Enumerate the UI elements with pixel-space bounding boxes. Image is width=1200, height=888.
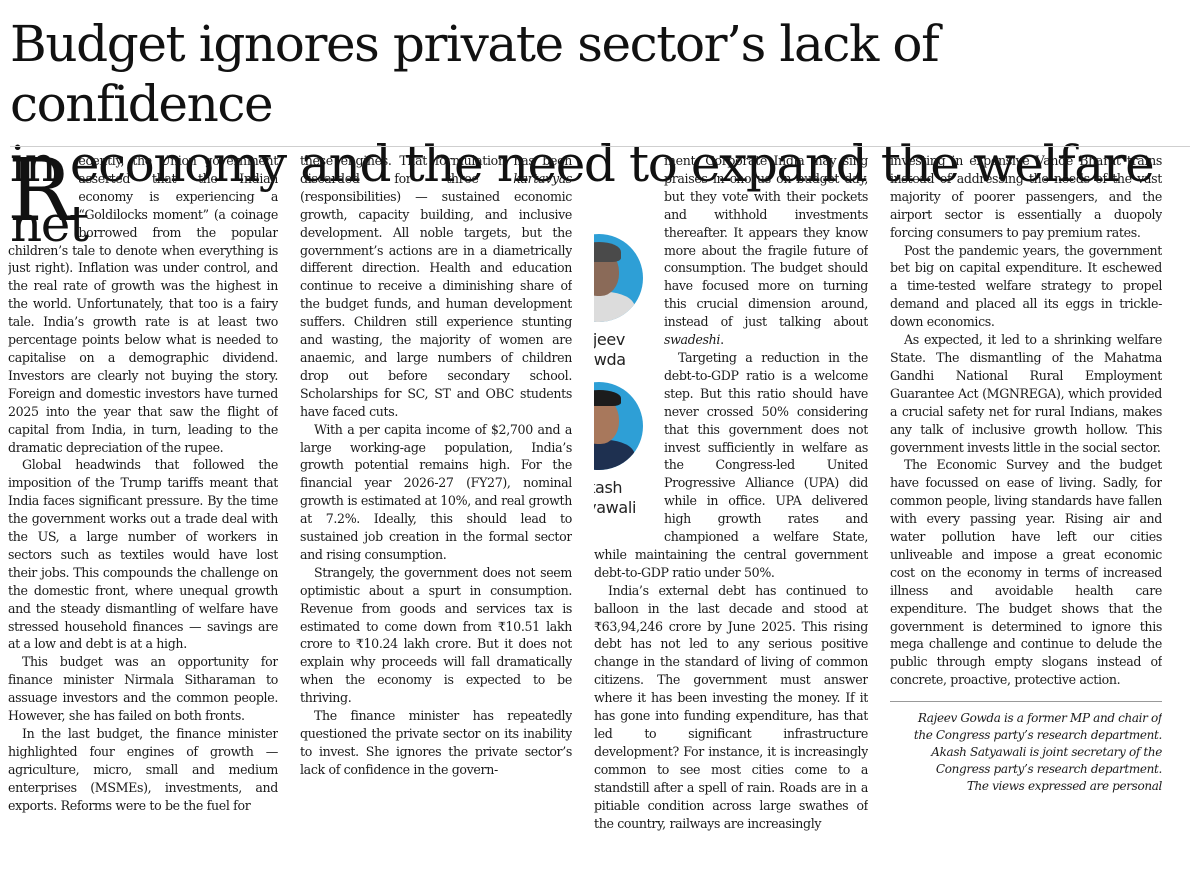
- paragraph: The finance minister has repeatedly ques…: [300, 708, 572, 777]
- paragraph: As expected, it led to a shrinking welfa…: [890, 332, 1162, 455]
- paragraph: Strangely, the government does not seem …: [300, 564, 572, 706]
- author-footnote: Rajeev Gowda is a former MP and chair of…: [890, 710, 1162, 795]
- column-4: investing in expensive Vande Bharat trai…: [890, 152, 1162, 882]
- footnote-line: Congress party’s research department.: [935, 762, 1162, 777]
- paragraph: ment. Corporate India may sing praises i…: [594, 152, 868, 349]
- headline-rule: [10, 146, 1190, 147]
- headline-line-2: in economy and the need to expand the we…: [10, 135, 1155, 253]
- italic-term: kartavyas: [513, 170, 572, 186]
- headline-line-1: Budget ignores private sector’s lack of …: [10, 15, 940, 133]
- paragraph: these engines. That formulation has been…: [300, 152, 572, 421]
- footnote-line: the Congress party’s research department…: [913, 728, 1162, 743]
- italic-term: swadeshi: [664, 332, 721, 348]
- paragraph-text: these engines. That formulation has been…: [300, 153, 572, 186]
- paragraph-text: (responsibilities) — sustained economic …: [300, 188, 572, 419]
- paragraph-text: .: [720, 332, 724, 348]
- author-photo-akash-satyawali: [594, 382, 643, 470]
- paragraph-text: ecently, the Union government asserted t…: [8, 153, 278, 455]
- paragraph: The Economic Survey and the budget have …: [890, 457, 1162, 688]
- footnote-line: Rajeev Gowda is a former MP and chair of: [917, 711, 1162, 726]
- headline: Budget ignores private sector’s lack of …: [10, 14, 1190, 254]
- column-2: these engines. That formulation has been…: [300, 152, 572, 882]
- paragraph: India’s external debt has continued to b…: [594, 582, 868, 831]
- footnote-line: Akash Satyawali is joint secretary of th…: [931, 745, 1162, 760]
- footnote-rule: [890, 701, 1162, 703]
- paragraph: Global headwinds that followed the impos…: [8, 457, 278, 652]
- author-photo-rajeev-gowda: [594, 234, 643, 322]
- paragraph: investing in expensive Vande Bharat trai…: [890, 153, 1162, 240]
- paragraph-text: ment. Corporate India may sing praises i…: [664, 153, 868, 330]
- paragraph: Targeting a reduction in the debt-to-GDP…: [594, 349, 868, 580]
- paragraph: With a per capita income of $2,700 and a…: [300, 421, 572, 562]
- paragraph: In the last budget, the finance minister…: [8, 726, 278, 813]
- paragraph: Post the pandemic years, the government …: [890, 242, 1162, 330]
- footnote-line: The views expressed are personal: [966, 779, 1162, 794]
- paragraph: This budget was an opportunity for finan…: [8, 654, 278, 724]
- drop-cap: R: [8, 152, 73, 241]
